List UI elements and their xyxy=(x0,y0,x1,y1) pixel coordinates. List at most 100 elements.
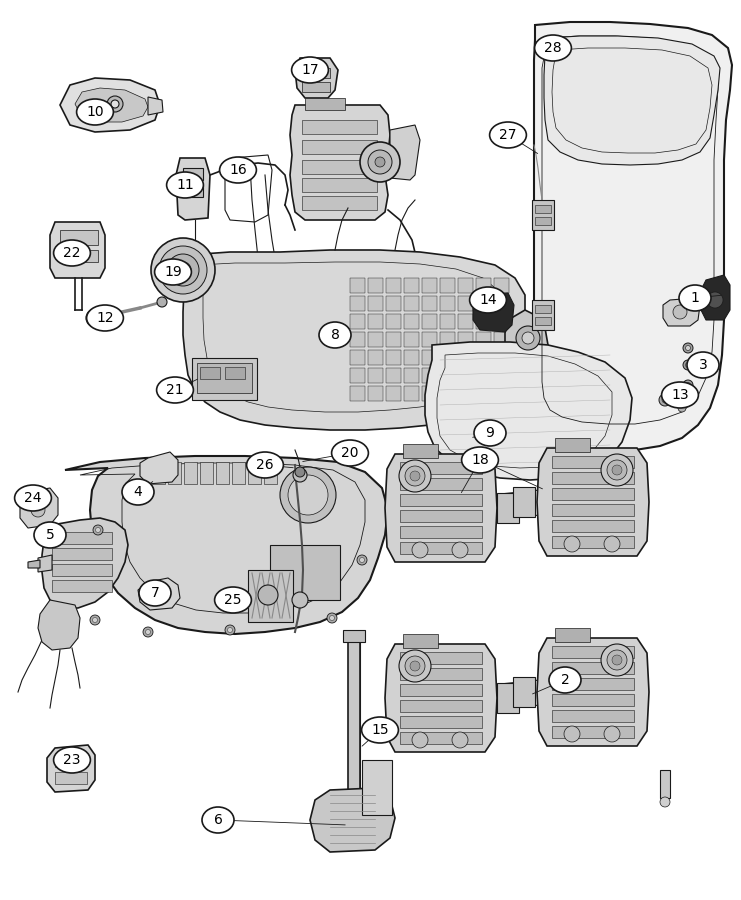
Text: 3: 3 xyxy=(699,358,708,372)
Circle shape xyxy=(678,404,686,412)
Ellipse shape xyxy=(156,377,193,403)
Circle shape xyxy=(660,797,670,807)
Bar xyxy=(422,386,437,401)
Circle shape xyxy=(707,292,723,308)
Bar xyxy=(440,332,455,347)
Circle shape xyxy=(159,246,207,294)
Bar xyxy=(494,314,509,329)
Bar xyxy=(400,542,482,554)
Bar xyxy=(400,732,482,744)
Polygon shape xyxy=(537,638,649,746)
Bar xyxy=(535,305,551,313)
Bar xyxy=(404,296,419,311)
Bar xyxy=(532,200,554,230)
Circle shape xyxy=(90,615,100,625)
Circle shape xyxy=(327,613,337,623)
Circle shape xyxy=(157,297,167,307)
Bar xyxy=(216,462,229,484)
Circle shape xyxy=(685,382,691,388)
Bar xyxy=(552,678,634,690)
Bar xyxy=(350,296,365,311)
Polygon shape xyxy=(532,22,732,450)
Bar xyxy=(152,462,165,484)
Text: 2: 2 xyxy=(561,673,569,687)
Bar xyxy=(368,332,383,347)
Bar xyxy=(404,314,419,329)
Circle shape xyxy=(612,465,622,475)
Circle shape xyxy=(155,587,169,601)
Polygon shape xyxy=(42,518,128,608)
Bar xyxy=(422,296,437,311)
Bar xyxy=(400,526,482,538)
Text: 15: 15 xyxy=(371,723,389,737)
Bar xyxy=(552,536,634,548)
Ellipse shape xyxy=(53,240,90,266)
Polygon shape xyxy=(60,78,160,132)
Bar xyxy=(183,185,203,197)
Bar xyxy=(350,332,365,347)
Circle shape xyxy=(399,460,431,492)
Bar xyxy=(350,278,365,293)
Ellipse shape xyxy=(549,667,581,693)
Bar xyxy=(404,278,419,293)
Text: 27: 27 xyxy=(499,128,516,142)
Ellipse shape xyxy=(139,580,171,606)
Bar xyxy=(660,770,670,798)
Circle shape xyxy=(143,627,153,637)
Circle shape xyxy=(111,100,119,108)
Bar xyxy=(248,462,261,484)
Bar xyxy=(422,278,437,293)
Text: 16: 16 xyxy=(229,163,247,177)
Bar xyxy=(404,350,419,365)
Ellipse shape xyxy=(87,305,124,331)
Bar xyxy=(264,462,277,484)
Text: 26: 26 xyxy=(256,458,274,472)
Bar xyxy=(302,196,377,210)
Ellipse shape xyxy=(15,485,51,511)
Ellipse shape xyxy=(470,287,506,313)
Bar xyxy=(440,314,455,329)
Bar xyxy=(476,386,491,401)
Ellipse shape xyxy=(319,322,351,348)
Bar xyxy=(368,350,383,365)
Circle shape xyxy=(368,150,392,174)
Polygon shape xyxy=(148,97,163,115)
Text: 9: 9 xyxy=(485,426,494,440)
Bar xyxy=(368,296,383,311)
Polygon shape xyxy=(505,310,548,368)
Bar xyxy=(494,332,509,347)
Text: 22: 22 xyxy=(63,246,81,260)
Circle shape xyxy=(90,313,100,323)
Circle shape xyxy=(662,397,668,403)
Bar xyxy=(404,368,419,383)
Circle shape xyxy=(601,454,633,486)
Circle shape xyxy=(673,305,687,319)
Text: 12: 12 xyxy=(96,311,114,325)
Text: 6: 6 xyxy=(213,813,222,827)
Bar xyxy=(476,332,491,347)
Bar xyxy=(302,120,377,134)
Bar xyxy=(55,772,87,784)
Bar xyxy=(192,358,257,400)
Bar xyxy=(302,160,377,174)
Circle shape xyxy=(359,557,365,562)
Circle shape xyxy=(31,503,45,517)
Ellipse shape xyxy=(679,285,711,311)
Bar xyxy=(386,368,401,383)
Bar xyxy=(52,580,112,592)
Text: 5: 5 xyxy=(46,528,54,542)
Bar xyxy=(302,68,330,78)
Circle shape xyxy=(288,475,328,515)
Circle shape xyxy=(452,542,468,558)
Circle shape xyxy=(564,726,580,742)
Circle shape xyxy=(683,380,693,390)
Circle shape xyxy=(107,96,123,112)
Bar xyxy=(386,296,401,311)
Bar xyxy=(458,350,473,365)
Text: 23: 23 xyxy=(63,753,81,767)
Bar xyxy=(552,694,634,706)
Bar xyxy=(368,386,383,401)
Bar xyxy=(458,314,473,329)
Circle shape xyxy=(522,332,534,344)
Bar xyxy=(552,456,634,468)
